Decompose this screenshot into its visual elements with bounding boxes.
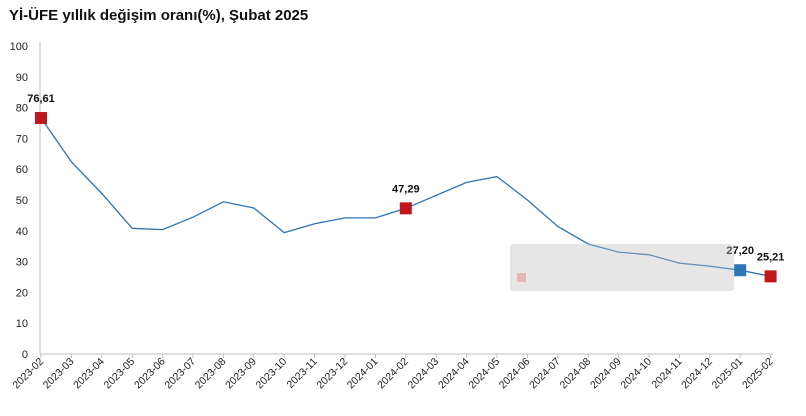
data-label: 25,21 [757,251,785,263]
data-labels: 76,61 47,29 27,2025,21 [27,93,784,263]
y-tick-label: 40 [16,226,28,238]
x-tick-labels: 2023-022023-032023-042023-052023-062023-… [10,356,775,392]
legend-marker [517,273,526,282]
x-tick-label: 2024-05 [466,356,502,392]
x-tick-label: 2023-09 [223,356,259,392]
x-tick-label: 2023-05 [102,356,138,392]
axes [39,42,773,358]
y-tick-labels: 0 10 20 30 40 50 60 70 80 90 100 [10,41,28,361]
y-tick-label: 90 [16,72,28,84]
x-tick-label: 2024-10 [618,356,654,392]
chart-title: Yİ-ÜFE yıllık değişim oranı(%), Şubat 20… [9,7,309,24]
data-label: 27,20 [726,245,754,257]
x-tick-label: 2023-10 [254,356,290,392]
x-tick-label: 2023-11 [285,356,320,391]
y-tick-label: 20 [16,287,28,299]
highlight-marker [399,202,412,215]
y-tick-label: 10 [16,318,28,330]
x-tick-label: 2023-07 [162,356,198,392]
x-tick-label: 2025-01 [710,356,746,392]
highlight-markers [35,112,777,283]
highlight-marker [764,270,777,283]
highlight-marker [734,264,747,277]
legend-box [510,244,734,291]
y-tick-label: 30 [16,257,28,269]
x-tick-label: 2024-09 [588,356,624,392]
y-tick-label: 50 [16,195,28,207]
x-tick-label: 2023-03 [41,356,77,392]
x-tick-label: 2023-02 [10,356,46,392]
y-tick-label: 70 [16,133,28,145]
legend-overlay [510,244,734,291]
x-tick-label: 2023-08 [193,356,229,392]
y-tick-label: 60 [16,164,28,176]
x-tick-label: 2024-02 [375,356,411,392]
x-tick-label: 2024-01 [345,356,381,392]
x-tick-label: 2024-08 [558,356,594,392]
x-tick-label: 2023-04 [71,356,107,392]
data-label: 47,29 [392,183,420,195]
x-tick-label: 2025-02 [740,356,776,392]
highlight-marker [35,112,47,125]
x-tick-label: 2023-12 [314,356,350,392]
x-tick-label: 2024-12 [679,356,715,392]
x-tick-label: 2024-06 [497,356,533,392]
x-tick-label: 2023-06 [132,356,168,392]
x-tick-label: 2024-04 [436,356,472,392]
x-tick-label: 2024-11 [649,356,684,391]
y-tick-label: 80 [16,103,28,115]
y-tick-label: 0 [22,349,28,361]
data-label: 76,61 [27,93,55,105]
x-tick-label: 2024-07 [527,356,563,392]
y-tick-label: 100 [10,41,28,53]
x-tick-label: 2024-03 [406,356,442,392]
